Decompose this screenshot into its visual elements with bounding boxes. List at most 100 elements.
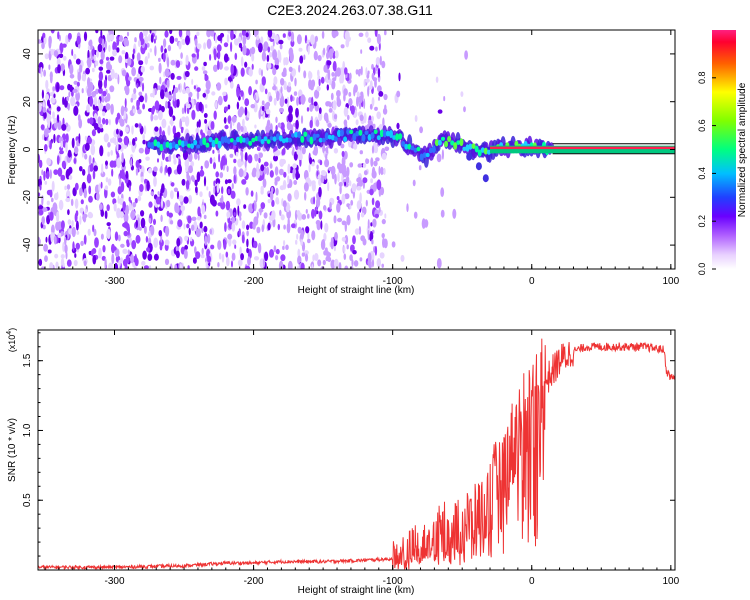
- spectrogram-cell: [357, 211, 360, 221]
- spectrogram-cell: [334, 173, 337, 185]
- spectrogram-cell: [246, 224, 250, 231]
- spectrogram-cell: [169, 30, 173, 35]
- spectrogram-cell: [338, 181, 343, 187]
- spectrogram-cell: [267, 62, 272, 70]
- spectrogram-cell: [344, 193, 350, 200]
- spectrogram-cell: [219, 32, 225, 38]
- spectrogram-cell: [95, 60, 99, 67]
- spectrogram-cell: [134, 257, 139, 267]
- spectrogram-cell: [126, 79, 131, 87]
- spectrogram-cell: [57, 64, 61, 74]
- spectrogram-cell: [271, 199, 275, 207]
- spectrogram-cell: [184, 245, 189, 250]
- spectrogram-cell: [274, 180, 278, 186]
- spectrogram-cell: [359, 150, 363, 155]
- spectrogram-cell: [68, 228, 73, 235]
- spectrogram-cell: [138, 76, 144, 82]
- spectrogram-cell: [362, 207, 367, 213]
- spectrogram-cell: [407, 143, 412, 150]
- spectrogram-cell: [340, 143, 345, 149]
- spectrogram-cell: [226, 138, 231, 145]
- spectrogram-cell: [475, 162, 482, 171]
- spectrogram-cell: [59, 150, 64, 155]
- spectrogram-cell: [246, 230, 249, 237]
- spectrogram-cell: [367, 219, 370, 229]
- spectrogram-cell: [373, 145, 379, 154]
- spectrogram-cell: [300, 262, 305, 269]
- spectrogram-cell: [228, 237, 232, 247]
- x-tick-label: 100: [662, 276, 679, 287]
- spectrogram-cell: [130, 254, 134, 264]
- spectrogram-cell: [61, 160, 66, 169]
- spectrogram-cell: [101, 163, 104, 174]
- spectrogram-cell: [45, 172, 50, 179]
- spectrogram-cell: [222, 91, 227, 97]
- spectrogram-cell: [208, 137, 213, 143]
- spectrogram-cell: [334, 71, 337, 81]
- spectrogram-cell: [367, 119, 373, 125]
- spectrogram-cell: [159, 144, 164, 152]
- spectrogram-cell: [138, 60, 144, 66]
- spectrogram-cell: [260, 164, 265, 172]
- spectrogram-cell: [336, 202, 341, 213]
- spectrogram-cell: [305, 226, 310, 234]
- spectrogram-cell: [47, 117, 51, 129]
- spectrogram-cell: [231, 216, 236, 225]
- spectrogram-cell: [379, 129, 384, 138]
- spectrogram-cell: [255, 191, 258, 203]
- spectrogram-cell: [170, 190, 174, 200]
- spectrogram-cell: [87, 211, 93, 219]
- spectrogram-cell: [45, 236, 48, 243]
- spectrogram-cell: [355, 119, 359, 126]
- spectrogram-cell: [44, 144, 48, 152]
- spectrogram-cell: [103, 133, 109, 143]
- spectrogram-cell: [297, 248, 301, 258]
- spectrogram-cell: [355, 69, 359, 75]
- spectrogram-cell: [346, 128, 351, 135]
- spectrogram-cell: [274, 166, 279, 176]
- spectrogram-cell: [237, 36, 242, 43]
- spectrogram-cell: [118, 55, 123, 64]
- spectrogram-cell: [181, 178, 186, 186]
- spectrogram-cell: [381, 60, 386, 69]
- spectrogram-cell: [157, 85, 161, 90]
- y-tick-label: 1.0: [22, 423, 33, 437]
- spectrogram-cell: [166, 79, 170, 88]
- spectrogram-cell: [216, 44, 222, 52]
- spectrogram-cell: [178, 30, 183, 38]
- spectrogram-cell: [224, 77, 228, 86]
- spectrogram-cell: [46, 88, 50, 93]
- spectrogram-cell: [45, 79, 49, 90]
- spectrogram-cell: [124, 98, 127, 108]
- spectrogram-cell: [219, 197, 224, 203]
- spectrogram-cell: [248, 140, 253, 146]
- spectrogram-cell: [153, 176, 157, 188]
- spectrogram-cell: [218, 153, 221, 163]
- spectrogram-cell: [410, 145, 415, 151]
- spectrogram-cell: [112, 137, 115, 144]
- spectrogram-cell: [86, 58, 90, 66]
- spectrogram-cell: [311, 208, 315, 219]
- spectrogram-cell: [97, 43, 103, 53]
- spectrogram-cell: [159, 166, 163, 174]
- spectrogram-cell: [349, 162, 354, 168]
- spectrogram-cell: [283, 57, 286, 66]
- spectrogram-cell: [229, 81, 234, 89]
- spectrogram-cell: [74, 146, 79, 155]
- spectrogram-cell: [380, 168, 383, 173]
- spectrogram-cell: [333, 215, 337, 224]
- spectrogram-cell: [307, 213, 310, 219]
- spectrogram-cell: [179, 118, 183, 129]
- spectrogram-cell: [124, 265, 129, 269]
- spectrogram-cell: [205, 261, 208, 269]
- spectrogram-cell: [383, 167, 386, 175]
- spectrogram-cell: [143, 225, 147, 234]
- spectrogram-cell: [65, 141, 68, 153]
- spectrogram-cell: [140, 66, 145, 73]
- spectrogram-cell: [480, 147, 485, 153]
- spectrogram-cell: [483, 147, 488, 155]
- spectrogram-cell: [230, 190, 236, 199]
- spectrogram-cell: [158, 230, 163, 237]
- spectrogram-cell: [240, 46, 243, 52]
- spectrogram-cell: [42, 224, 46, 230]
